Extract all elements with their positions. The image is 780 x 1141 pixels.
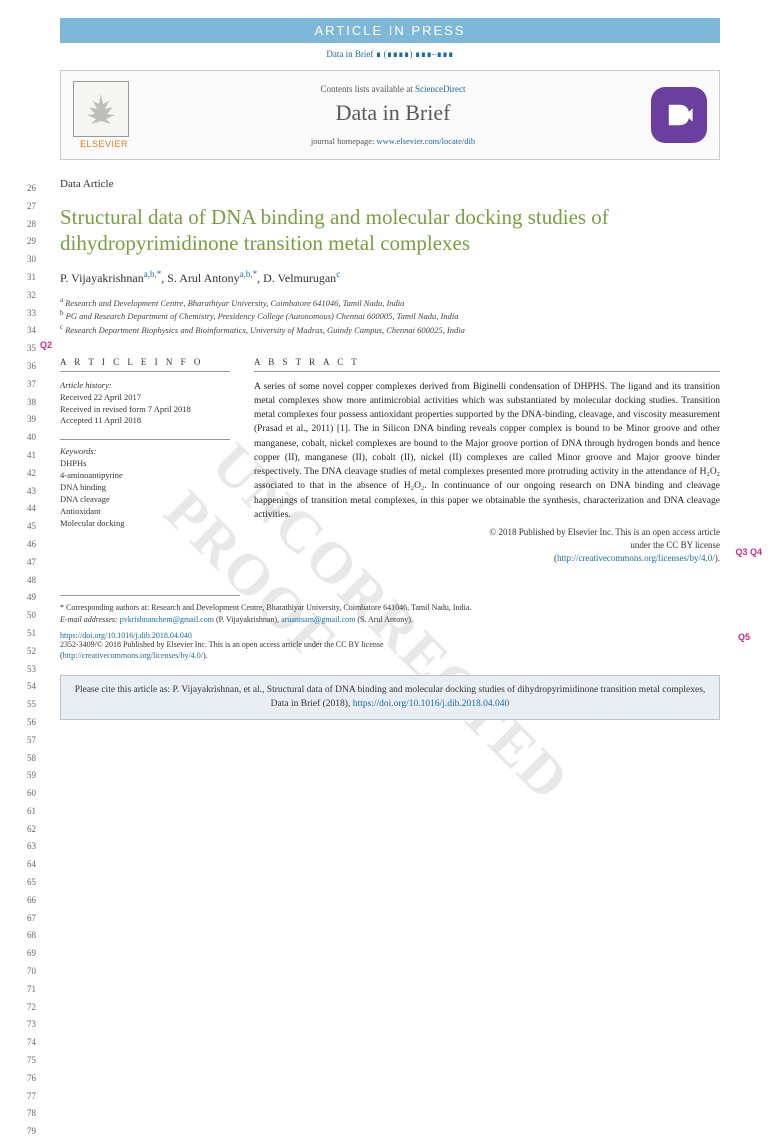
running-head: Data in Brief ∎ (∎∎∎∎) ∎∎∎–∎∎∎ (60, 49, 720, 60)
elsevier-logo: ELSEVIER (73, 81, 135, 149)
cc-license-link-footer[interactable]: http://creativecommons.org/licenses/by/4… (63, 651, 203, 660)
journal-header: ELSEVIER Contents lists available at Sci… (60, 70, 720, 160)
elsevier-text: ELSEVIER (73, 139, 135, 149)
abstract-text: A series of some novel copper complexes … (254, 380, 720, 523)
journal-name: Data in Brief (135, 100, 651, 126)
author-3: , D. Velmurugan (257, 271, 336, 285)
abstract-heading: A B S T R A C T (254, 357, 720, 372)
elsevier-tree-icon (73, 81, 129, 137)
author-2: , S. Arul Antony (161, 271, 239, 285)
article-in-press-banner: ARTICLE IN PRESS (60, 18, 720, 43)
citation-doi-link[interactable]: https://doi.org/10.1016/j.dib.2018.04.04… (353, 699, 510, 709)
journal-homepage: journal homepage: www.elsevier.com/locat… (135, 136, 651, 146)
corresponding-author-note: * Corresponding authors at: Research and… (60, 602, 720, 613)
homepage-link[interactable]: www.elsevier.com/locate/dib (377, 136, 476, 146)
article-type: Data Article (60, 178, 720, 190)
citation-box: Please cite this article as: P. Vijayakr… (60, 675, 720, 720)
article-history: Article history: Received 22 April 2017 … (60, 380, 230, 428)
contents-available: Contents lists available at ScienceDirec… (135, 84, 651, 94)
email-link-1[interactable]: pvkrishnanchem@gmail.com (120, 615, 214, 624)
copyright: © 2018 Published by Elsevier Inc. This i… (254, 526, 720, 565)
affiliations: a Research and Development Centre, Bhara… (60, 296, 720, 337)
annotation-q3q4: Q3 Q4 (735, 547, 762, 557)
cc-license-link[interactable]: http://creativecommons.org/licenses/by/4… (557, 553, 715, 563)
keywords-rule (60, 439, 230, 440)
doi-link[interactable]: https://doi.org/10.1016/j.dib.2018.04.04… (60, 631, 720, 640)
keywords: Keywords: DHPHs 4-aminoantipyrine DNA bi… (60, 446, 230, 529)
annotation-q5: Q5 (738, 632, 750, 642)
sciencedirect-link[interactable]: ScienceDirect (415, 84, 465, 94)
footnote-rule (60, 595, 240, 596)
license-footer: 2352-3409/© 2018 Published by Elsevier I… (60, 640, 720, 662)
email-link-2[interactable]: aruantsam@gmail.com (281, 615, 355, 624)
article-title: Structural data of DNA binding and molec… (60, 204, 720, 257)
annotation-q2: Q2 (40, 340, 52, 350)
authors: P. Vijayakrishnana,b,*, S. Arul Antonya,… (60, 269, 720, 286)
article-info-heading: A R T I C L E I N F O (60, 357, 230, 372)
email-footnote: E-mail addresses: pvkrishnanchem@gmail.c… (60, 614, 720, 625)
author-1: P. Vijayakrishnan (60, 271, 144, 285)
dib-logo-icon (651, 87, 707, 143)
